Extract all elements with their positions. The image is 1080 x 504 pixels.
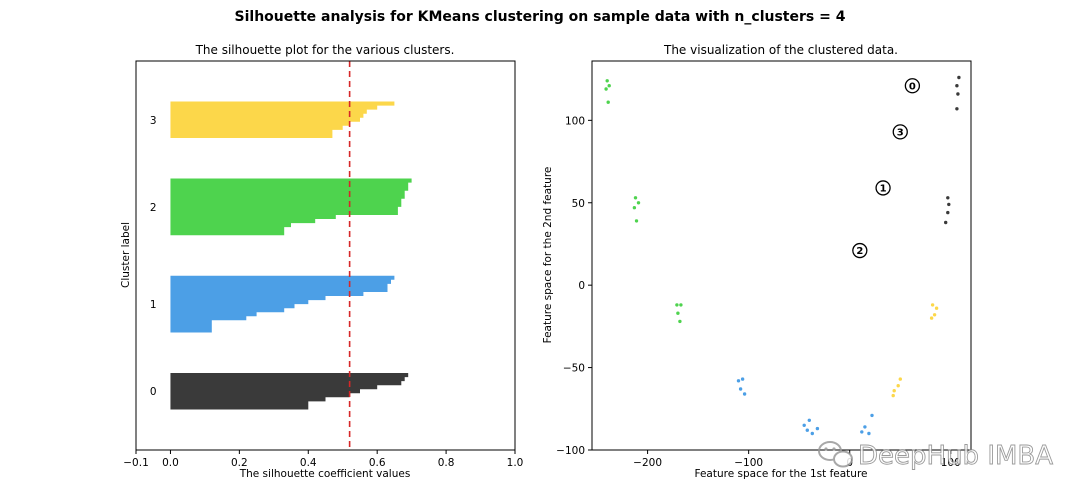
y-tick-label: 0 — [578, 280, 585, 292]
watermark: DeepHub IMBA — [818, 441, 1054, 471]
y-tick-label: −50 — [563, 363, 585, 375]
scatter-point — [930, 303, 935, 307]
x-tick-label: 0.2 — [231, 457, 248, 469]
x-tick-label: 0.8 — [438, 457, 455, 469]
scatter-point — [929, 316, 934, 320]
scatter-point — [632, 206, 637, 210]
cluster-center-2: 2 — [852, 242, 868, 259]
x-tick-label: 1.0 — [507, 457, 524, 469]
scatter-point — [867, 431, 871, 436]
scatter-point — [675, 303, 679, 307]
silhouette-fill-cluster-0 — [170, 373, 409, 410]
silhouette-plot-frame — [135, 60, 516, 451]
cluster-center-label: 1 — [880, 184, 887, 195]
scatter-point — [807, 418, 811, 422]
scatter-point — [636, 201, 641, 205]
scatter-point — [736, 379, 741, 383]
scatter-point — [932, 313, 937, 317]
silhouette-fill-cluster-2 — [170, 178, 412, 236]
scatter-point — [955, 107, 959, 111]
silhouette-plot: The silhouette plot for the various clus… — [120, 43, 523, 480]
scatter-plot: The visualization of the clustered data.… — [542, 43, 972, 480]
silhouette-x-axis-label: The silhouette coefficient values — [239, 468, 411, 480]
x-tick-label: −200 — [633, 457, 662, 469]
cluster-center-marker — [852, 242, 868, 259]
scatter-point — [955, 84, 959, 88]
scatter-point — [891, 393, 895, 398]
scatter-point — [898, 377, 902, 381]
scatter-point — [805, 428, 809, 432]
scatter-x-ticks: −200−1000100 — [633, 450, 961, 469]
scatter-point — [742, 392, 747, 396]
scatter-points — [604, 75, 961, 436]
silhouette-y-axis-label: Cluster label — [120, 222, 132, 288]
scatter-point — [606, 100, 610, 104]
scatter-point — [810, 431, 814, 436]
scatter-point — [633, 196, 638, 200]
scatter-point — [946, 196, 950, 200]
scatter-point — [738, 387, 743, 391]
scatter-point — [815, 426, 820, 431]
cluster-center-marker — [904, 78, 921, 94]
y-tick-label: 100 — [565, 115, 585, 127]
scatter-y-axis-label: Feature space for the 2nd feature — [542, 167, 554, 344]
x-tick-label: 0.0 — [162, 457, 179, 469]
cluster-center-1: 1 — [875, 180, 891, 196]
cluster-label: 3 — [150, 115, 157, 127]
scatter-point — [605, 79, 609, 83]
scatter-point — [892, 389, 896, 393]
cluster-center-3: 3 — [892, 124, 908, 140]
x-tick-label: 0.6 — [369, 457, 386, 469]
scatter-point — [679, 303, 683, 307]
scatter-point — [896, 384, 900, 388]
silhouette-fills — [170, 101, 412, 410]
scatter-plot-title: The visualization of the clustered data. — [663, 43, 898, 57]
watermark-text: DeepHub IMBA — [858, 441, 1053, 471]
scatter-point — [934, 306, 939, 310]
scatter-point — [678, 319, 682, 324]
scatter-plot-frame — [591, 60, 972, 451]
cluster-center-0: 0 — [904, 78, 921, 94]
scatter-point — [956, 92, 960, 96]
scatter-point — [944, 220, 948, 225]
figure-suptitle: Silhouette analysis for KMeans clusterin… — [235, 9, 846, 25]
cluster-label: 0 — [150, 386, 157, 398]
scatter-y-ticks: −100 −50 0 50 100 — [556, 115, 592, 457]
cluster-center-marker — [875, 180, 891, 196]
scatter-point — [946, 210, 950, 215]
scatter-point — [863, 425, 867, 429]
y-tick-label: 50 — [572, 198, 585, 210]
scatter-point — [604, 87, 608, 91]
scatter-point — [957, 75, 961, 80]
silhouette-fill-cluster-1 — [170, 275, 395, 333]
scatter-point — [802, 423, 806, 427]
silhouette-fill-cluster-3 — [170, 101, 395, 138]
scatter-point — [634, 219, 639, 223]
silhouette-cluster-labels: 0 1 2 3 — [150, 115, 157, 398]
x-tick-label: 100 — [941, 457, 961, 469]
x-tick-label: −0.1 — [123, 457, 149, 469]
scatter-point — [870, 413, 874, 418]
cluster-center-label: 0 — [909, 81, 916, 92]
cluster-center-label: 3 — [897, 127, 904, 138]
y-tick-label: −100 — [556, 445, 585, 457]
cluster-center-marker — [892, 124, 908, 140]
scatter-x-axis-label: Feature space for the 1st feature — [694, 468, 867, 480]
silhouette-plot-title: The silhouette plot for the various clus… — [195, 43, 455, 57]
silhouette-x-ticks: −0.1 0.0 0.2 0.4 0.6 0.8 1.0 — [123, 450, 523, 469]
wechat-icon — [818, 441, 853, 468]
cluster-label: 2 — [150, 202, 157, 214]
x-tick-label: 0.4 — [300, 457, 317, 469]
scatter-point — [740, 377, 745, 381]
scatter-point — [676, 311, 680, 315]
x-tick-label: −100 — [734, 457, 763, 469]
scatter-point — [860, 430, 864, 434]
cluster-center-label: 2 — [856, 246, 863, 257]
scatter-point — [607, 84, 611, 88]
cluster-centers: 0 1 2 3 — [852, 78, 921, 259]
scatter-point — [947, 202, 951, 207]
cluster-label: 1 — [150, 299, 157, 311]
